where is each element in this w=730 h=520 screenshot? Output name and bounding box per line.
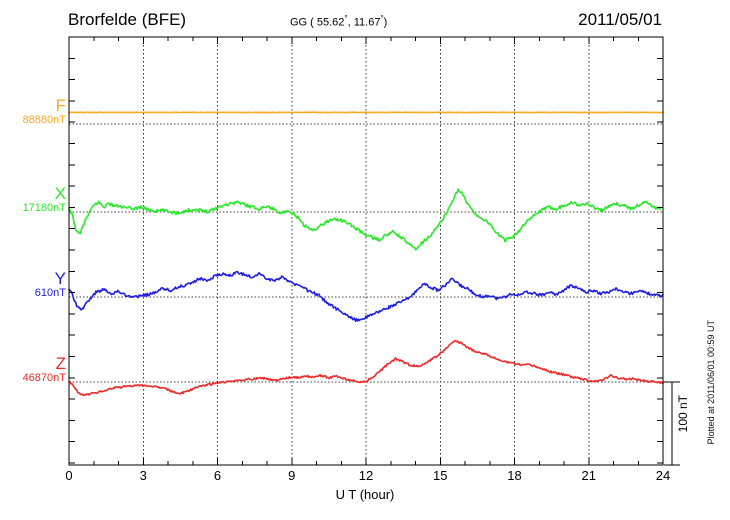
x-tick-label-18: 18	[507, 468, 522, 483]
observation-date: 2011/05/01	[578, 10, 662, 29]
x-tick-label-9: 9	[288, 468, 296, 483]
trace-layer	[68, 111, 664, 397]
degree-symbol-lon: °	[380, 14, 384, 23]
scale-bar	[663, 381, 680, 466]
x-tick-label-24: 24	[655, 468, 671, 483]
component-baseline-z: 46870nT	[22, 372, 66, 384]
x-tick-label-12: 12	[358, 468, 374, 483]
component-baseline-f: 88880nT	[22, 114, 66, 126]
station-coordinates: GG ( 55.62°, 11.67°)	[290, 14, 387, 29]
component-letter-f: F	[55, 96, 66, 115]
x-tick-label-0: 0	[65, 468, 73, 483]
coords-prefix: GG ( 55.62	[290, 16, 345, 29]
degree-symbol-lat: °	[344, 14, 348, 23]
grid-layer	[142, 37, 590, 465]
component-letter-z: Z	[55, 354, 66, 373]
component-letter-y: Y	[54, 269, 66, 288]
component-label-x: X 17180nT	[23, 185, 66, 214]
component-baseline-x: 17180nT	[22, 202, 66, 214]
coords-mid: , 11.67	[347, 16, 381, 29]
x-tick-label-15: 15	[433, 468, 448, 483]
scale-bar-label: 100 nT	[676, 395, 690, 433]
x-tick-label-21: 21	[581, 468, 596, 483]
x-tick-label-3: 3	[139, 468, 147, 483]
plot-frame	[68, 36, 664, 466]
component-letter-x: X	[54, 184, 66, 203]
component-label-f: F 88880nT	[23, 97, 66, 126]
x-axis-title: U T (hour)	[335, 487, 395, 502]
x-tick-label-6: 6	[213, 468, 222, 483]
component-label-z: Z 46870nT	[23, 355, 66, 384]
component-label-y: Y 610nT	[35, 270, 66, 299]
plot-timestamp: Plotted at 2011/06/01 00:59 UT	[706, 320, 716, 445]
component-baseline-y: 610nT	[34, 287, 66, 299]
page-title: Brorfelde (BFE)	[68, 10, 187, 29]
coords-suffix: )	[383, 16, 388, 29]
